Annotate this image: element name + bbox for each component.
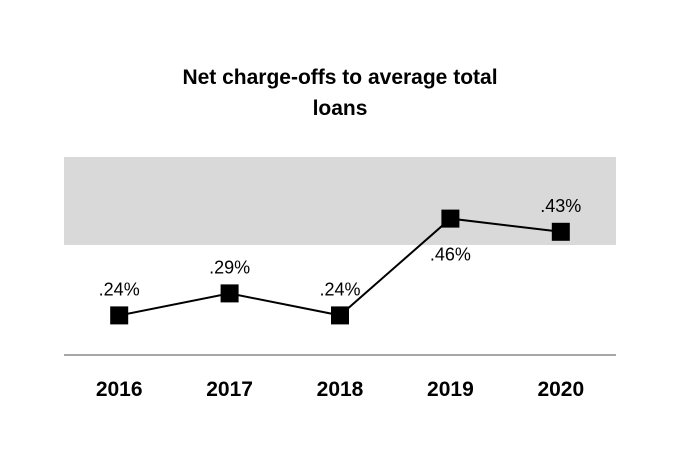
data-label: .46% xyxy=(430,245,471,265)
chart-title-line-1: Net charge-offs to average total xyxy=(182,66,498,89)
x-tick-label: 2020 xyxy=(537,378,584,401)
data-point-marker xyxy=(220,284,239,303)
data-point-marker xyxy=(551,222,570,241)
data-label: .24% xyxy=(319,279,360,299)
data-point-marker xyxy=(441,209,460,228)
data-label: .43% xyxy=(540,196,581,216)
data-label: .24% xyxy=(99,279,140,299)
x-tick-label: 2019 xyxy=(427,378,474,401)
chart-title: Net charge-offs to average total loans xyxy=(0,62,680,124)
x-tick-label: 2018 xyxy=(317,378,364,401)
data-point-marker xyxy=(110,306,129,325)
chart-title-line-2: loans xyxy=(312,97,368,120)
data-point-marker xyxy=(331,306,349,325)
x-tick-label: 2017 xyxy=(206,378,253,401)
shaded-band xyxy=(64,157,616,245)
x-tick-label: 2016 xyxy=(96,378,143,401)
data-label: .29% xyxy=(209,257,250,277)
